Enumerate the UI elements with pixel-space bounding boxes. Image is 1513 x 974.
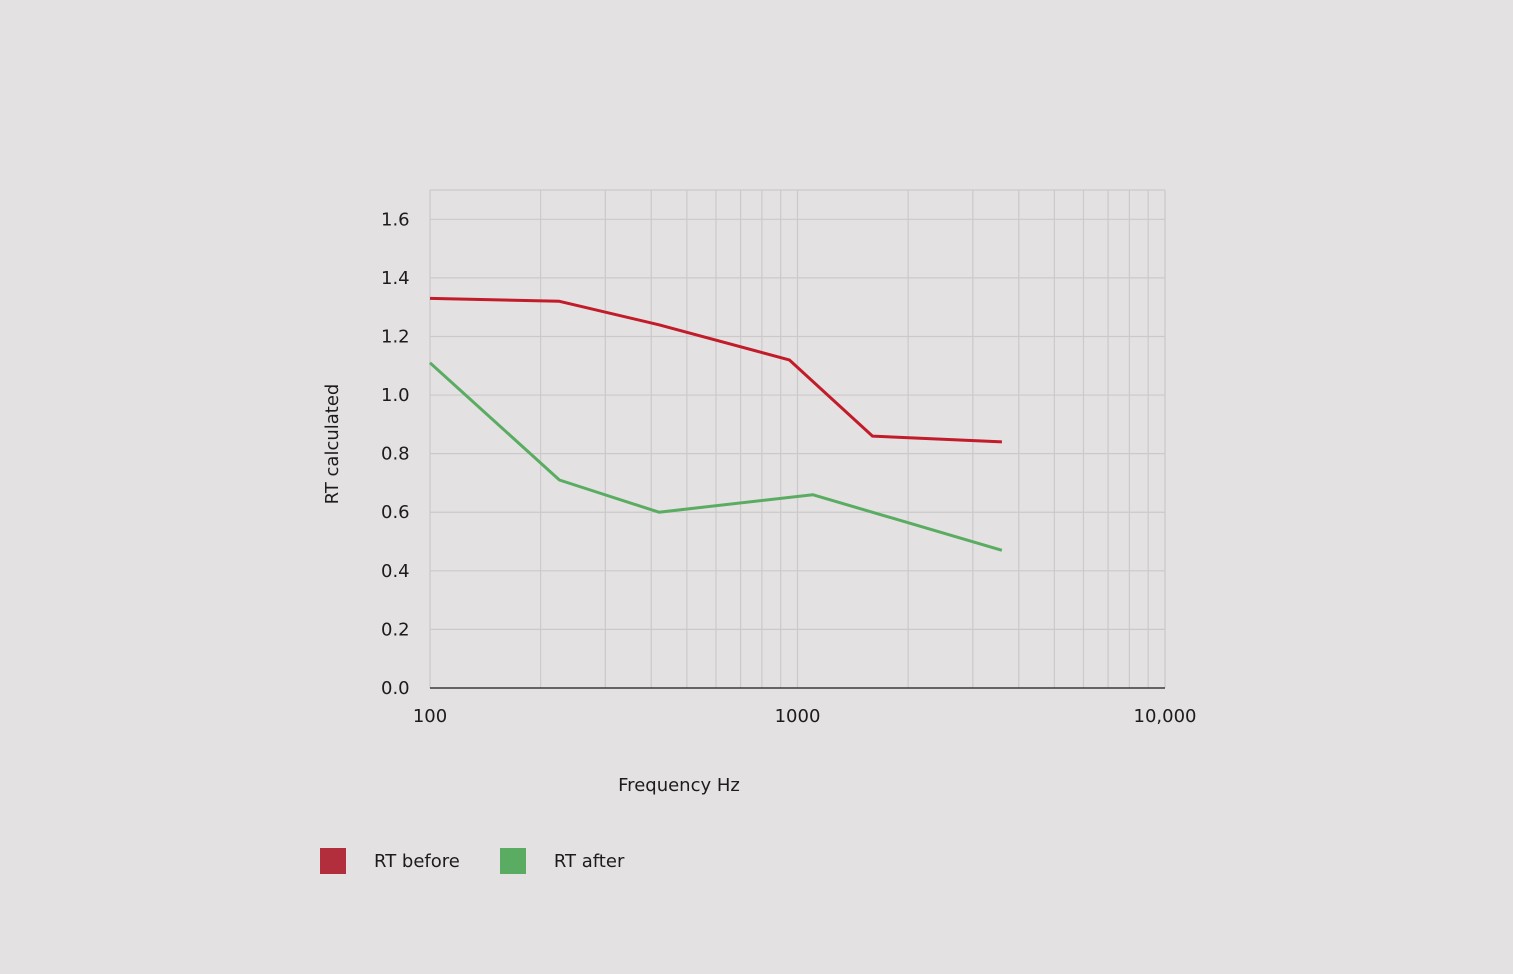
- y-tick-label: 0.0: [381, 678, 410, 699]
- y-tick-label: 1.0: [381, 385, 410, 406]
- y-tick-label: 1.6: [381, 209, 410, 230]
- tick-labels: 0.0 0.2 0.4 0.6 0.8 1.0 1.2 1.4 1.6 100 1000 10,000: [381, 209, 1196, 727]
- y-tick-label: 0.6: [381, 502, 410, 523]
- x-tick-label: 10,000: [1134, 706, 1197, 727]
- legend-label-rt-before: RT before: [374, 850, 460, 872]
- x-tick-label: 100: [413, 706, 447, 727]
- y-tick-label: 0.2: [381, 619, 410, 640]
- y-tick-label: 0.8: [381, 444, 410, 465]
- y-tick-label: 1.2: [381, 326, 410, 347]
- y-tick-label: 0.4: [381, 561, 410, 582]
- legend-swatch-rt-after: [499, 848, 526, 874]
- x-axis-title: Frequency Hz: [618, 775, 740, 796]
- legend-item-rt-after: RT after: [499, 848, 625, 874]
- legend: RT before RT after: [320, 848, 664, 874]
- series-line-rt-before: [429, 296, 1002, 444]
- legend-label-rt-after: RT after: [553, 850, 625, 872]
- series-lines: [428, 296, 1003, 552]
- legend-item-rt-before: RT before: [320, 848, 460, 874]
- grid: [429, 189, 1166, 688]
- x-tick-label: 1000: [775, 706, 821, 727]
- y-axis-title: RT calculated: [322, 384, 343, 505]
- legend-swatch-rt-before: [320, 848, 346, 874]
- y-tick-label: 1.4: [381, 268, 410, 289]
- series-line-rt-after: [428, 361, 1003, 552]
